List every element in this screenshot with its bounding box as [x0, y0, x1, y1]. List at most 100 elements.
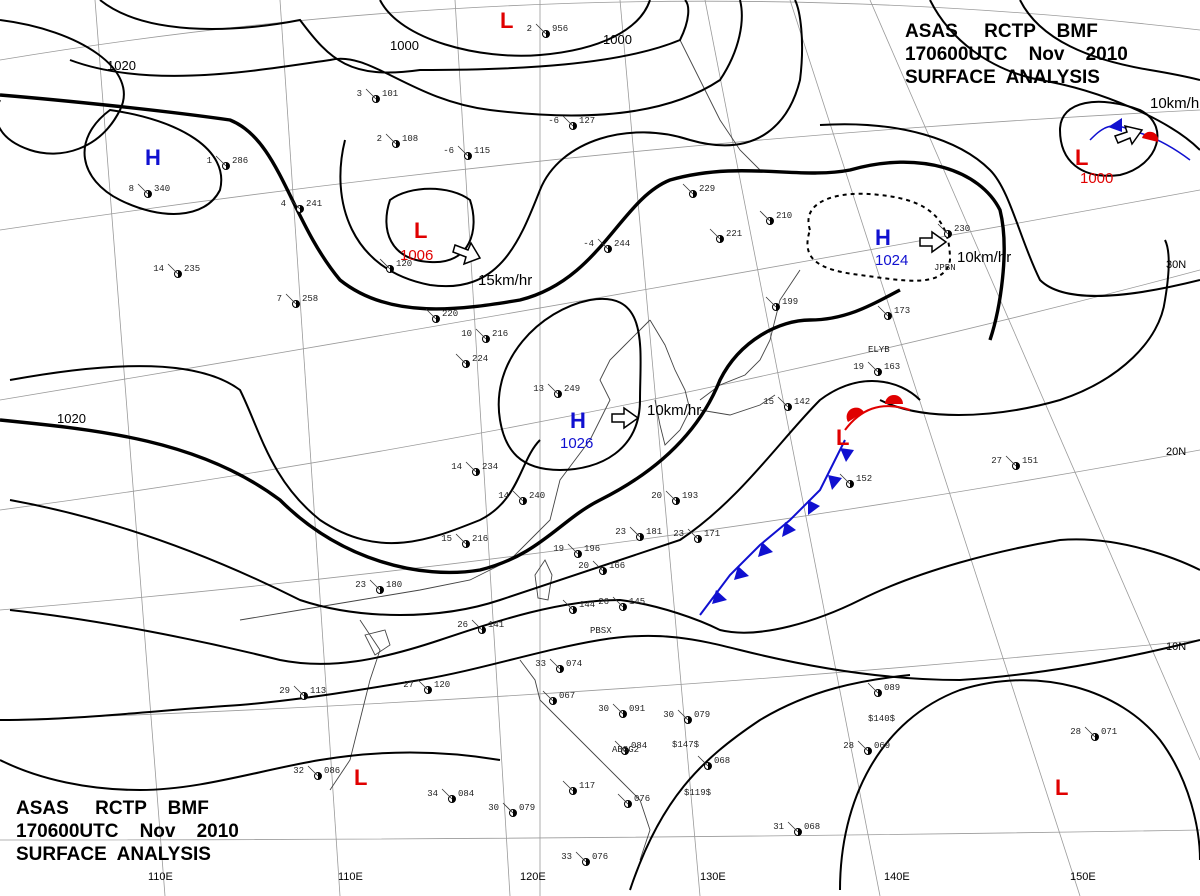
station-temp: 26 [598, 597, 609, 607]
station-plot: 15 142 [763, 396, 810, 411]
station-plot: 152 [839, 473, 872, 488]
station-pressure: 069 [874, 741, 890, 751]
station-plot: 23 171 [673, 528, 720, 543]
cloud-cover-fill [798, 828, 802, 836]
station-plot: -6 115 [443, 145, 490, 160]
wind-barb [471, 619, 483, 631]
cloud-cover-fill [553, 697, 557, 705]
station-temp: 33 [535, 659, 546, 669]
warm-front [844, 405, 911, 431]
station-pressure: 086 [324, 766, 340, 776]
station-plot: 20 166 [578, 560, 625, 575]
station-pressure: 079 [694, 710, 710, 720]
high-pressure-value: 1026 [560, 435, 593, 452]
station-pressure: 068 [804, 822, 820, 832]
station-plot: 28 069 [843, 740, 890, 755]
cloud-cover-fill [523, 497, 527, 505]
low-pressure-value: 1000 [1080, 170, 1113, 187]
wind-barb [697, 755, 709, 767]
station-plot: 2 956 [527, 23, 568, 38]
cloud-cover-fill [380, 586, 384, 594]
station-pressure: 234 [482, 462, 498, 472]
cloud-cover-fill [878, 368, 882, 376]
station-temp: 30 [488, 803, 499, 813]
wind-barb [665, 490, 677, 502]
isobar [0, 751, 501, 792]
wind-barb [877, 305, 889, 317]
cloud-cover-fill [640, 533, 644, 541]
station-pressure: 141 [488, 620, 504, 630]
title-line-1: ASAS RCTP BMF [905, 21, 1098, 42]
station-pressure: 199 [782, 297, 798, 307]
wind-barb [562, 599, 574, 611]
cloud-cover-fill [560, 665, 564, 673]
station-plot: 229 [682, 183, 715, 198]
wind-barb [682, 183, 694, 195]
wind-barb [629, 526, 641, 538]
wind-barb [687, 528, 699, 540]
station-pressure: 084 [458, 789, 474, 799]
station-plot: -6 127 [548, 115, 595, 130]
station-pressure: 120 [396, 259, 412, 269]
station-pressure: 113 [310, 686, 326, 696]
station-ids: JPBN ELYB PBSX ABSG2 $147$ $119$ $140$ [590, 263, 956, 798]
station-pressure: 221 [726, 229, 742, 239]
cloud-cover-fill [318, 772, 322, 780]
station-temp: 8 [129, 184, 134, 194]
lon-label: 110E [148, 871, 173, 883]
station-temp: 3 [357, 89, 362, 99]
wind-barb [765, 296, 777, 308]
cloud-cover-fill [573, 122, 577, 130]
motion-arrow [919, 230, 948, 254]
isobar [9, 380, 921, 616]
station-pressure: 224 [472, 354, 488, 364]
coastlines [239, 39, 801, 861]
station-pressure: 166 [609, 561, 625, 571]
station-temp: 20 [578, 561, 589, 571]
cold-front-barb [782, 522, 796, 537]
cloud-cover-fill [390, 265, 394, 273]
cloud-cover-fill [428, 686, 432, 694]
station-temp: 30 [663, 710, 674, 720]
lon-label: 110E [338, 871, 363, 883]
motion-label: 10km/hr [1150, 95, 1200, 112]
wind-barb [759, 210, 771, 222]
station-pressure: 145 [629, 597, 645, 607]
cloud-cover-fill [868, 747, 872, 755]
cloud-cover-fill [623, 710, 627, 718]
station-pressure: 171 [704, 529, 720, 539]
wind-barb [597, 238, 609, 250]
wind-barb [867, 682, 879, 694]
station-temp: 29 [279, 686, 290, 696]
station-temp: -6 [443, 146, 454, 156]
station-pressure: 120 [434, 680, 450, 690]
station-pressure: 173 [894, 306, 910, 316]
isobar [69, 0, 743, 117]
cloud-cover-fill [608, 245, 612, 253]
station-plot: 14 240 [498, 490, 545, 505]
wind-barb [867, 361, 879, 373]
cloud-cover-fill [452, 795, 456, 803]
wind-barb [614, 740, 626, 752]
wind-barb [1084, 726, 1096, 738]
station-plot: 10 216 [461, 328, 508, 343]
station-id: $147$ [672, 740, 700, 750]
station-temp: 27 [403, 680, 414, 690]
wind-barb [592, 560, 604, 572]
cloud-cover-fill [304, 692, 308, 700]
cloud-cover-fill [466, 540, 470, 548]
station-pressure: 180 [386, 580, 402, 590]
cloud-cover-fill [486, 335, 490, 343]
station-plot: 221 [709, 228, 742, 243]
station-plot: 33 074 [535, 658, 582, 673]
station-pressure: 181 [646, 527, 662, 537]
sakhalin-coast [679, 39, 761, 171]
motion-label: 10km/hr [957, 249, 1011, 266]
cold-front-barb [1108, 118, 1122, 132]
cloud-cover-fill [300, 205, 304, 213]
wind-barb [535, 23, 547, 35]
station-pressure: 340 [154, 184, 170, 194]
cloud-cover-fill [376, 95, 380, 103]
cloud-cover-fill [948, 230, 952, 238]
station-plot: -4 244 [583, 238, 630, 253]
